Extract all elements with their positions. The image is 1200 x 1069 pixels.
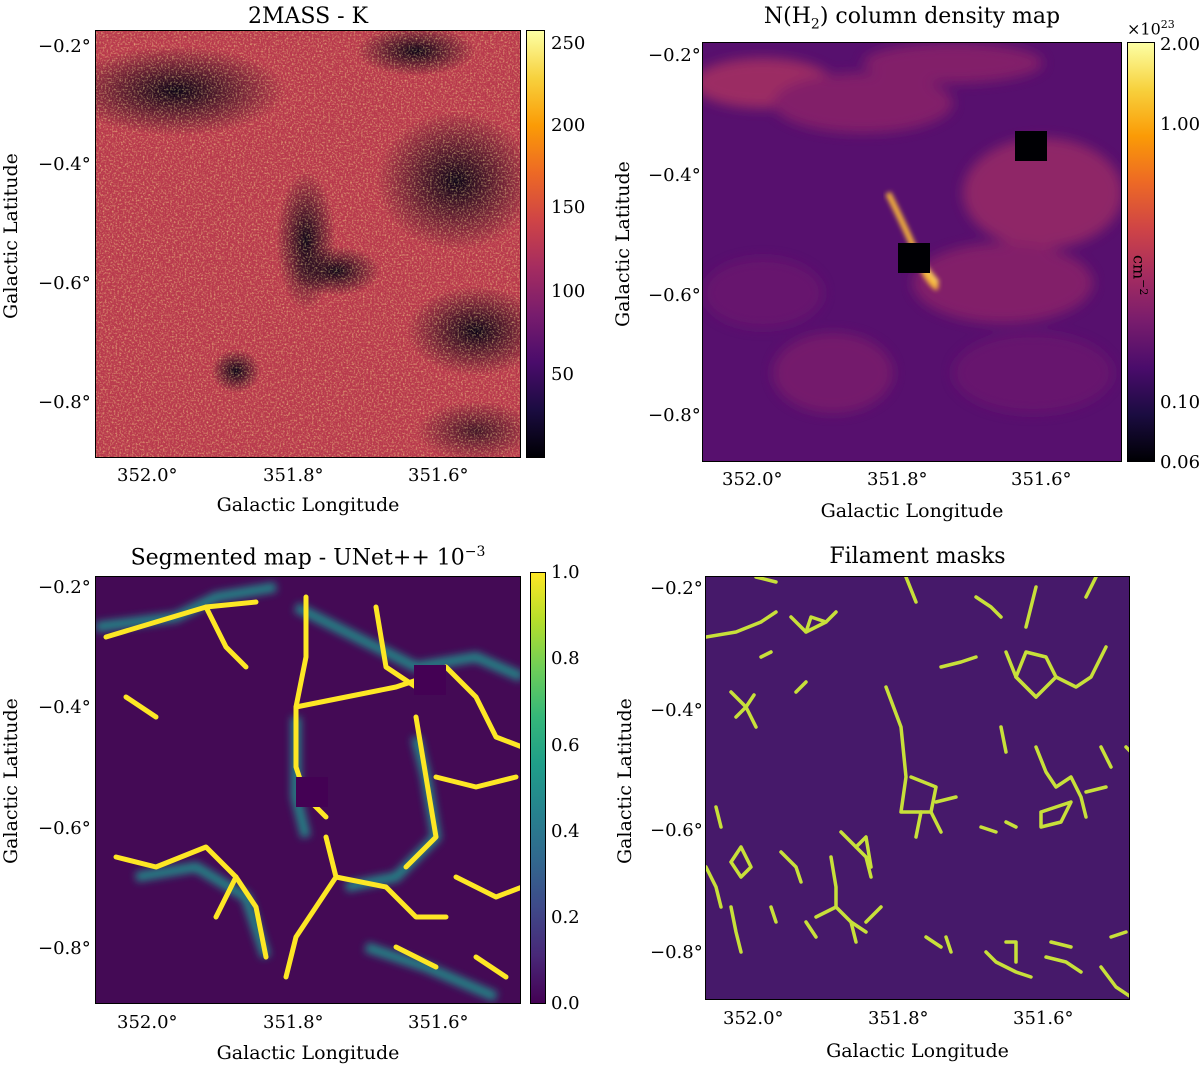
colorbar-tick: 2.00 xyxy=(1160,34,1200,55)
y-tick: −0.6° xyxy=(650,820,703,841)
y-tick: −0.2° xyxy=(648,45,701,66)
colorbar-segmented xyxy=(530,572,546,1004)
y-tick: −0.4° xyxy=(648,165,701,186)
y-tick: −0.8° xyxy=(648,405,701,426)
x-tick: 351.6° xyxy=(1011,469,1072,490)
y-axis-label: Galactic Latitude xyxy=(614,698,636,864)
image-column-density xyxy=(702,42,1122,462)
x-tick: 351.6° xyxy=(408,465,469,486)
y-tick: −0.6° xyxy=(38,273,91,294)
x-tick: 352.0° xyxy=(117,1012,178,1033)
x-axis-label: Galactic Longitude xyxy=(826,1040,1009,1062)
x-axis-label: Galactic Longitude xyxy=(216,494,400,516)
x-tick: 352.0° xyxy=(117,465,178,486)
colorbar-column-density xyxy=(1127,42,1155,462)
colorbar-tick: 100 xyxy=(551,281,586,302)
x-tick: 352.0° xyxy=(723,1008,784,1029)
colorbar-tick: 0.06 xyxy=(1160,452,1200,473)
colorbar-2mass xyxy=(526,30,545,458)
colorbar-tick: 1.0 xyxy=(551,562,580,583)
y-tick: −0.2° xyxy=(38,36,91,57)
image-segmented-map xyxy=(95,576,521,1004)
colorbar-tick: 0.10 xyxy=(1160,392,1200,413)
y-tick: −0.6° xyxy=(38,818,91,839)
y-tick: −0.4° xyxy=(38,697,91,718)
colorbar-tick: 150 xyxy=(551,197,586,218)
x-tick: 352.0° xyxy=(722,469,783,490)
y-tick: −0.8° xyxy=(38,938,91,959)
colorbar-tick: 0.6 xyxy=(551,735,580,756)
colorbar-multiplier: ×1023 xyxy=(1127,18,1175,39)
y-tick: −0.2° xyxy=(650,578,703,599)
x-tick: 351.8° xyxy=(867,469,928,490)
colorbar-unit: cm−2 xyxy=(1129,255,1150,296)
x-tick: 351.8° xyxy=(868,1008,929,1029)
image-filament-masks xyxy=(705,576,1130,1000)
y-axis-label: Galactic Latitude xyxy=(0,698,22,864)
colorbar-tick: 1.00 xyxy=(1160,114,1200,135)
y-tick: −0.8° xyxy=(650,942,703,963)
colorbar-tick: 0.2 xyxy=(551,907,580,928)
x-tick: 351.8° xyxy=(263,465,324,486)
colorbar-tick: 200 xyxy=(551,115,586,136)
colorbar-tick: 250 xyxy=(551,33,586,54)
y-tick: −0.6° xyxy=(648,285,701,306)
x-axis-label: Galactic Longitude xyxy=(216,1042,400,1064)
panel-title: Filament masks xyxy=(829,544,1006,569)
panel-title: 2MASS - K xyxy=(247,4,369,29)
x-tick: 351.8° xyxy=(263,1012,324,1033)
x-axis-label: Galactic Longitude xyxy=(820,500,1004,522)
colorbar-tick: 0.4 xyxy=(551,821,580,842)
x-tick: 351.6° xyxy=(408,1012,469,1033)
y-tick: −0.4° xyxy=(650,700,703,721)
colorbar-tick: 0.8 xyxy=(551,648,580,669)
panel-title: Segmented map - UNet++ 10−3 xyxy=(130,544,486,571)
y-axis-label: Galactic Latitude xyxy=(0,153,22,319)
y-tick: −0.8° xyxy=(38,392,91,413)
y-tick: −0.4° xyxy=(38,154,91,175)
colorbar-tick: 0.0 xyxy=(551,993,580,1014)
panel-title: N(H2) column density map xyxy=(763,4,1061,33)
x-tick: 351.6° xyxy=(1013,1008,1074,1029)
y-tick: −0.2° xyxy=(38,577,91,598)
y-axis-label: Galactic Latitude xyxy=(612,161,634,327)
colorbar-tick: 50 xyxy=(551,364,574,385)
image-2mass-k xyxy=(95,30,521,458)
